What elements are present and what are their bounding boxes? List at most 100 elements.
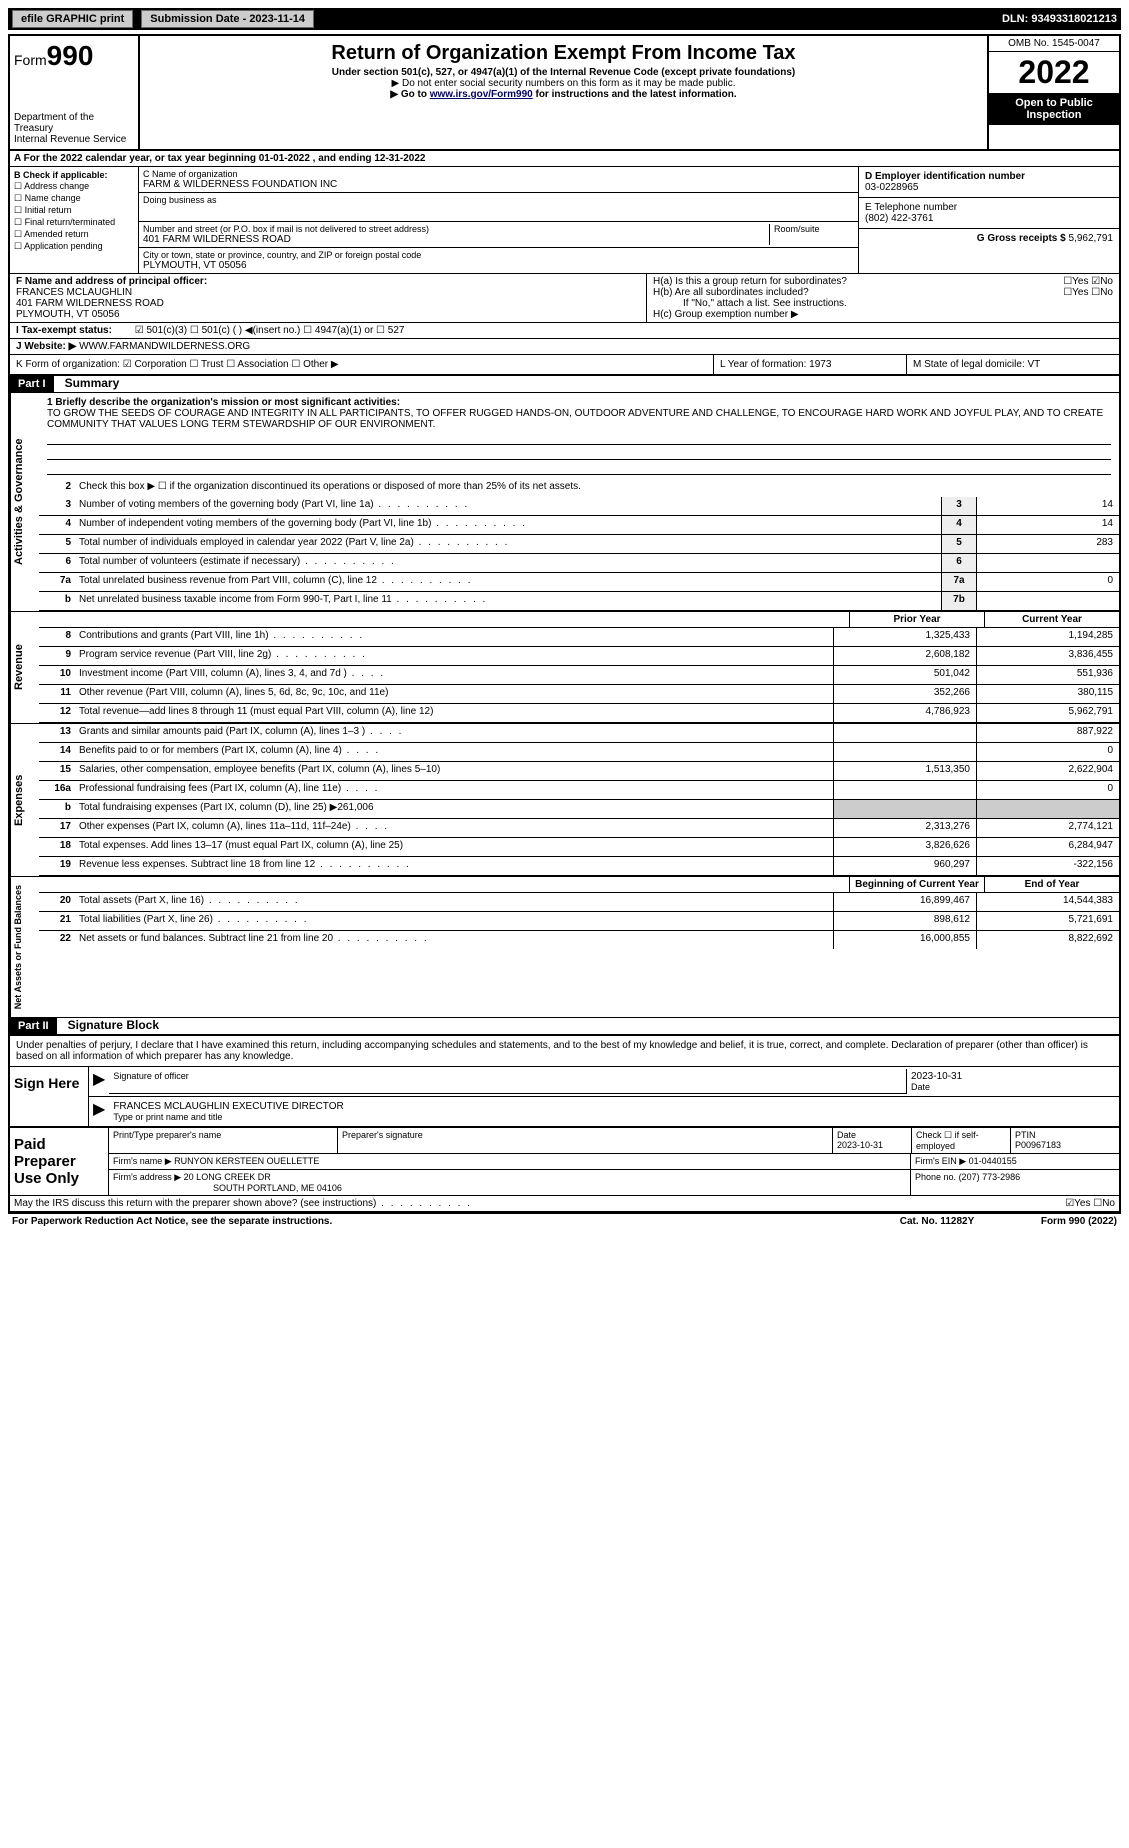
opt-final-return[interactable]: ☐ Final return/terminated	[14, 217, 134, 228]
firm-addr1: 20 LONG CREEK DR	[184, 1172, 271, 1182]
line13-desc: Grants and similar amounts paid (Part IX…	[75, 724, 833, 742]
h-block: H(a) Is this a group return for subordin…	[646, 274, 1119, 322]
line19-prior: 960,297	[833, 857, 976, 875]
line7a-val: 0	[976, 573, 1119, 591]
line16b-desc: Total fundraising expenses (Part IX, col…	[75, 800, 833, 818]
goto-post: for instructions and the latest informat…	[533, 89, 737, 100]
ein-label: D Employer identification number	[865, 171, 1025, 182]
line17-current: 2,774,121	[976, 819, 1119, 837]
line12-current: 5,962,791	[976, 704, 1119, 722]
omb-number: OMB No. 1545-0047	[989, 36, 1119, 52]
line18-current: 6,284,947	[976, 838, 1119, 856]
part2-title: Signature Block	[60, 1018, 159, 1032]
ein-value: 03-0228965	[865, 182, 1113, 193]
gross-receipts-label: G Gross receipts $	[977, 233, 1066, 244]
check-applicable: B Check if applicable: ☐ Address change …	[10, 167, 139, 273]
preparer-name-hdr: Print/Type preparer's name	[109, 1128, 338, 1153]
line20-desc: Total assets (Part X, line 16)	[75, 893, 833, 911]
part1-badge: Part I	[10, 376, 54, 392]
line14-prior	[833, 743, 976, 761]
footer-row: For Paperwork Reduction Act Notice, see …	[8, 1213, 1121, 1229]
opt-initial-return[interactable]: ☐ Initial return	[14, 205, 134, 216]
sign-here-row: Sign Here ▶ Signature of officer 2023-10…	[10, 1066, 1119, 1126]
discuss-answer: ☑Yes ☐No	[1065, 1198, 1115, 1209]
expenses-tab: Expenses	[10, 724, 39, 876]
firm-phone: (207) 773-2986	[959, 1172, 1021, 1182]
paid-preparer-row: Paid Preparer Use Only Print/Type prepar…	[10, 1126, 1119, 1195]
line7a-num: 7a	[941, 573, 976, 591]
line14-desc: Benefits paid to or for members (Part IX…	[75, 743, 833, 761]
ssn-note: ▶ Do not enter social security numbers o…	[148, 78, 979, 89]
line19-desc: Revenue less expenses. Subtract line 18 …	[75, 857, 833, 875]
line5-val: 283	[976, 535, 1119, 553]
preparer-date-hdr: Date	[837, 1130, 856, 1140]
form-prefix: Form	[14, 52, 47, 68]
line15-prior: 1,513,350	[833, 762, 976, 780]
line6-desc: Total number of volunteers (estimate if …	[75, 554, 941, 572]
officer-name: FRANCES MCLAUGHLIN	[16, 287, 640, 298]
line6-val	[976, 554, 1119, 572]
discuss-question: May the IRS discuss this return with the…	[14, 1198, 1065, 1209]
line4-val: 14	[976, 516, 1119, 534]
governance-tab: Activities & Governance	[10, 393, 39, 611]
submission-date: Submission Date - 2023-11-14	[141, 10, 314, 28]
hb-question: H(b) Are all subordinates included?	[653, 287, 1063, 298]
header-center: Return of Organization Exempt From Incom…	[140, 36, 987, 149]
opt-application-pending[interactable]: ☐ Application pending	[14, 241, 134, 252]
hdr-prior-year: Prior Year	[849, 612, 984, 627]
firm-name-label: Firm's name ▶	[113, 1156, 172, 1166]
section-fh: F Name and address of principal officer:…	[10, 274, 1119, 323]
row-j-website: J Website: ▶ WWW.FARMANDWILDERNESS.ORG	[10, 339, 1119, 355]
line7a-desc: Total unrelated business revenue from Pa…	[75, 573, 941, 591]
line11-current: 380,115	[976, 685, 1119, 703]
net-assets-tab: Net Assets or Fund Balances	[10, 877, 39, 1017]
self-employed-check[interactable]: Check ☐ if self-employed	[912, 1128, 1011, 1153]
form-subtitle: Under section 501(c), 527, or 4947(a)(1)…	[148, 67, 979, 78]
line16a-current: 0	[976, 781, 1119, 799]
website-value: WWW.FARMANDWILDERNESS.ORG	[79, 341, 250, 352]
paid-preparer-label: Paid Preparer Use Only	[10, 1128, 108, 1195]
form-990: Form990 Department of the Treasury Inter…	[8, 34, 1121, 1213]
phone-value: (802) 422-3761	[865, 213, 1113, 224]
line22-end: 8,822,692	[976, 931, 1119, 949]
preparer-sig-hdr: Preparer's signature	[338, 1128, 833, 1153]
row-a-period: A For the 2022 calendar year, or tax yea…	[10, 151, 1119, 167]
line16b-current	[976, 800, 1119, 818]
opt-amended[interactable]: ☐ Amended return	[14, 229, 134, 240]
preparer-date: 2023-10-31	[837, 1140, 883, 1150]
part1-header-row: Part I Summary	[10, 376, 1119, 393]
arrow-icon: ▶	[93, 1099, 105, 1124]
opt-address-change[interactable]: ☐ Address change	[14, 181, 134, 192]
state-domicile: M State of legal domicile: VT	[906, 355, 1119, 374]
section-b-block: B Check if applicable: ☐ Address change …	[10, 167, 1119, 274]
street-address: 401 FARM WILDERNESS ROAD	[143, 234, 769, 245]
line7b-desc: Net unrelated business taxable income fr…	[75, 592, 941, 610]
line18-prior: 3,826,626	[833, 838, 976, 856]
sign-here-label: Sign Here	[10, 1067, 89, 1126]
opt-name-change[interactable]: ☐ Name change	[14, 193, 134, 204]
org-name: FARM & WILDERNESS FOUNDATION INC	[143, 179, 854, 190]
gross-receipts-value: 5,962,791	[1069, 233, 1114, 244]
firm-ein: 01-0440155	[969, 1156, 1017, 1166]
dba-label: Doing business as	[143, 195, 854, 205]
line5-desc: Total number of individuals employed in …	[75, 535, 941, 553]
line13-prior	[833, 724, 976, 742]
header-left: Form990 Department of the Treasury Inter…	[10, 36, 140, 149]
line21-end: 5,721,691	[976, 912, 1119, 930]
city-label: City or town, state or province, country…	[143, 250, 854, 260]
ptin-value: P00967183	[1015, 1140, 1061, 1150]
signature-block: Under penalties of perjury, I declare th…	[10, 1034, 1119, 1211]
hb-note: If "No," attach a list. See instructions…	[653, 298, 1113, 309]
irs-link[interactable]: www.irs.gov/Form990	[430, 89, 533, 100]
expenses-section: Expenses 13Grants and similar amounts pa…	[10, 723, 1119, 876]
line14-current: 0	[976, 743, 1119, 761]
sig-date: 2023-10-31	[911, 1071, 1111, 1082]
row-klm: K Form of organization: ☑ Corporation ☐ …	[10, 355, 1119, 376]
tax-status-label: I Tax-exempt status:	[16, 325, 112, 336]
row-i-tax-status: I Tax-exempt status: ☑ 501(c)(3) ☐ 501(c…	[10, 323, 1119, 339]
part1-title: Summary	[57, 376, 120, 390]
hdr-end-year: End of Year	[984, 877, 1119, 892]
governance-section: Activities & Governance 1 Briefly descri…	[10, 393, 1119, 611]
name-title-label: Type or print name and title	[113, 1112, 1111, 1122]
line15-current: 2,622,904	[976, 762, 1119, 780]
